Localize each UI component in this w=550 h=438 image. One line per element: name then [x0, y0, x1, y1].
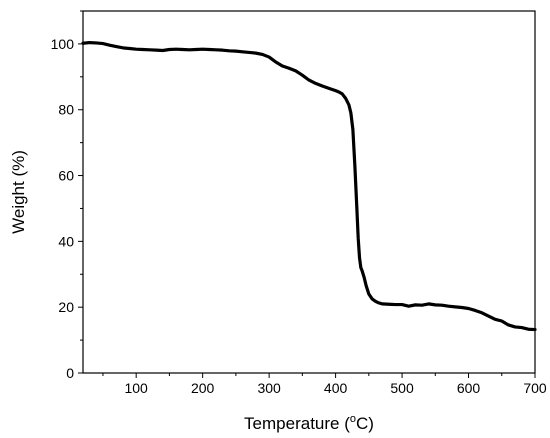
x-tick-label: 500: [390, 380, 414, 396]
y-tick-labels: 0 20 40 60 80 100: [51, 36, 75, 381]
x-axis-title: Temperature (oC): [244, 413, 374, 433]
y-tick-label: 60: [58, 168, 74, 184]
y-tick-label: 40: [58, 233, 74, 249]
x-tick-label: 300: [257, 380, 281, 396]
y-tick-label: 20: [58, 299, 74, 315]
y-tick-label: 100: [51, 36, 75, 52]
y-tick-label: 0: [66, 365, 74, 381]
weight-curve: [81, 40, 537, 332]
x-tick-labels: 100 200 300 400 500 600 700: [124, 380, 546, 396]
x-tick-label: 400: [324, 380, 348, 396]
y-axis-title: Weight (%): [9, 150, 28, 234]
x-tick-label: 100: [124, 380, 148, 396]
x-axis-title-main: Temperature (: [244, 414, 350, 433]
x-axis-title-superscript: o: [350, 413, 356, 425]
x-axis-title-unit: C): [356, 414, 374, 433]
x-tick-label: 200: [191, 380, 215, 396]
x-tick-label: 700: [523, 380, 547, 396]
y-ticks: [78, 10, 83, 374]
y-tick-label: 80: [58, 102, 74, 118]
plot-frame: [82, 10, 536, 374]
x-tick-label: 600: [457, 380, 481, 396]
x-ticks: [102, 373, 536, 378]
